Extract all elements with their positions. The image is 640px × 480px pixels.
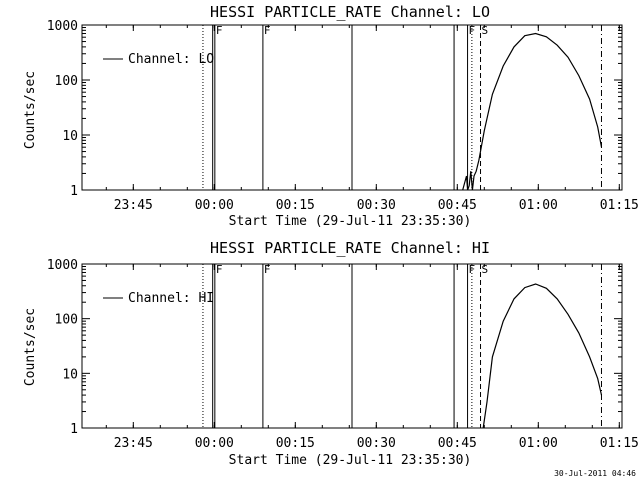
- series-line: [482, 283, 603, 429]
- x-tick-label: 01:15: [600, 436, 639, 451]
- legend-label: Channel: HI: [128, 291, 214, 306]
- panel-hi: HESSI PARTICLE_RATE Channel: HI Start Ti…: [23, 239, 639, 468]
- x-tick-label: 23:45: [114, 198, 153, 213]
- x-tick-label: 01:00: [519, 198, 558, 213]
- y-tick-label: 1: [70, 184, 78, 199]
- y-tick-label: 1: [70, 422, 78, 437]
- x-tick-label: 00:45: [438, 198, 477, 213]
- y-tick-label: 1000: [47, 258, 78, 273]
- chart-title: HESSI PARTICLE_RATE Channel: HI: [210, 239, 490, 257]
- x-tick-label: 00:45: [438, 436, 477, 451]
- x-tick-label: 23:45: [114, 436, 153, 451]
- x-tick-label: 00:15: [276, 198, 315, 213]
- series-line: [462, 32, 603, 191]
- timestamp: 30-Jul-2011 04:46: [554, 469, 636, 478]
- marker-flag: S: [482, 263, 489, 276]
- x-tick-label: 00:30: [357, 198, 396, 213]
- y-axis-label: Counts/sec: [23, 71, 38, 149]
- marker-flag: F: [216, 24, 223, 37]
- x-tick-label: 00:30: [357, 436, 396, 451]
- marker-flag: F: [469, 24, 476, 37]
- x-tick-label: 00:00: [195, 436, 234, 451]
- x-axis-label: Start Time (29-Jul-11 23:35:30): [229, 214, 472, 229]
- x-tick-label: 00:00: [195, 198, 234, 213]
- y-tick-label: 100: [55, 74, 78, 89]
- y-tick-label: 10: [62, 367, 78, 382]
- y-tick-label: 100: [55, 313, 78, 328]
- legend-label: Channel: LO: [128, 52, 214, 67]
- x-tick-label: 01:15: [600, 198, 639, 213]
- y-axis-label: Counts/sec: [23, 308, 38, 386]
- marker-flag: F: [216, 263, 223, 276]
- marker-flag: F: [264, 24, 271, 37]
- y-tick-label: 10: [62, 129, 78, 144]
- x-axis-label: Start Time (29-Jul-11 23:35:30): [229, 453, 472, 468]
- panel-lo: HESSI PARTICLE_RATE Channel: LO Start Ti…: [23, 3, 639, 229]
- x-tick-label: 00:15: [276, 436, 315, 451]
- marker-flag: F: [264, 263, 271, 276]
- marker-flag: F: [469, 263, 476, 276]
- x-tick-label: 01:00: [519, 436, 558, 451]
- chart-title: HESSI PARTICLE_RATE Channel: LO: [210, 3, 490, 21]
- y-tick-label: 1000: [47, 19, 78, 34]
- marker-flag: S: [482, 24, 489, 37]
